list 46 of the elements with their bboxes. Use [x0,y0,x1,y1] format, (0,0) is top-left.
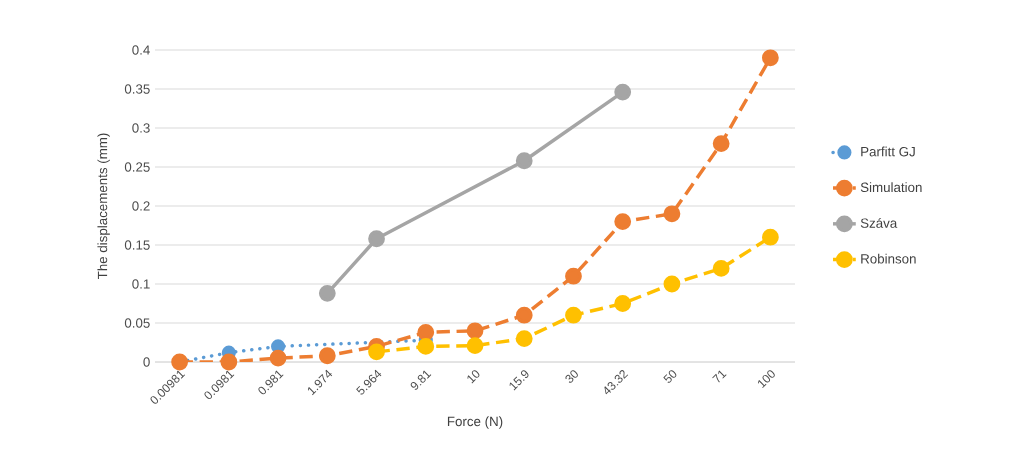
y-tick-label: 0.2 [132,201,150,211]
point [417,337,435,355]
point [712,135,730,153]
point [271,339,286,354]
point [663,205,681,223]
legend-label: Simulation [860,182,922,193]
y-tick-label: 0 [143,357,150,367]
point [614,83,632,101]
legend-label: Parfitt GJ [861,146,915,157]
legend-label: Száva [860,217,898,228]
x-axis-title: Force (N) [447,416,503,429]
point [318,347,336,365]
point [417,323,435,341]
y-axis-title: The displacements (mm) [97,133,110,280]
point [368,230,385,248]
point [368,343,385,361]
point [761,228,779,246]
point [269,349,287,367]
y-tick-label: 0.4 [132,45,150,55]
point [515,152,533,170]
point [565,306,582,324]
point [614,295,632,312]
y-tick-label: 0.25 [124,162,150,172]
x-tick-label: 9.81 [410,370,432,390]
x-tick-label: 30 [565,370,578,383]
legend-label: Robinson [861,253,916,264]
y-tick-label: 0.1 [132,279,150,289]
y-tick-label: 0.05 [124,318,150,328]
point [761,49,779,67]
x-tick-label: 71 [712,370,727,383]
point [663,275,681,293]
point [614,213,632,231]
y-tick-label: 0.15 [124,240,150,250]
x-tick-label: 50 [663,370,677,383]
y-tick-label: 0.35 [124,84,150,94]
point [220,353,238,371]
y-tick-label: 0.3 [132,123,150,133]
x-tick-label: 10 [467,370,480,384]
point [515,330,533,348]
point [565,267,582,285]
point [466,337,484,355]
x-tick-label: 100 [758,370,775,389]
point [318,284,336,302]
point [515,306,533,324]
point [712,259,730,277]
point [466,322,484,340]
